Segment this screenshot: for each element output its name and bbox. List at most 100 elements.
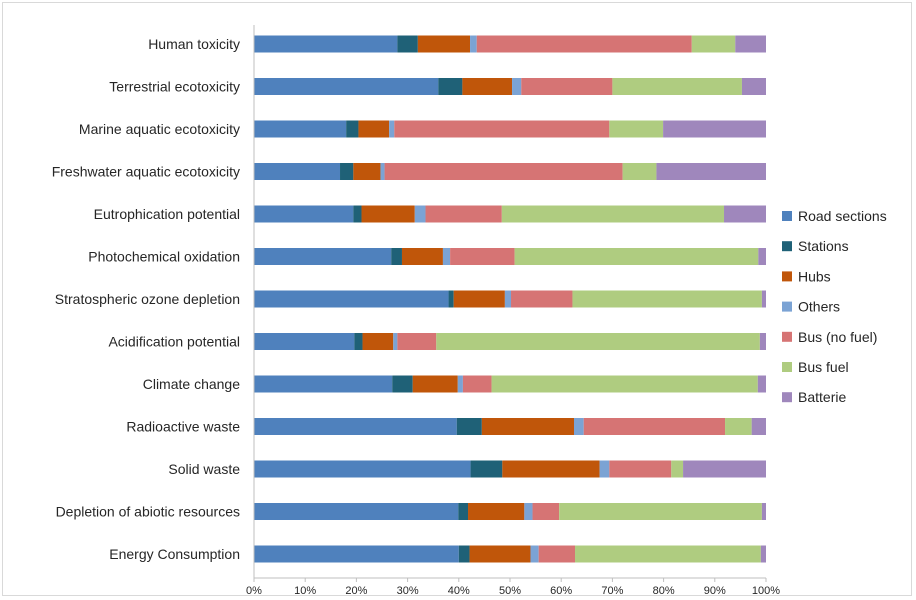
- bar-segment-others-0: [470, 35, 477, 53]
- bar-segment-others-10: [599, 460, 610, 478]
- bar-segment-hubs-9: [481, 418, 574, 435]
- bar-segment-bus-no-fuel-0: [476, 35, 692, 53]
- bar-segment-batterie-9: [751, 418, 766, 435]
- bar-segment-bus-no-fuel-2: [394, 120, 610, 138]
- bar-segment-road-sections-1: [254, 78, 439, 95]
- bar-segment-stations-5: [391, 248, 402, 265]
- legend-swatch: [782, 271, 792, 282]
- bar-segment-hubs-2: [358, 120, 390, 138]
- bar-segment-road-sections-10: [254, 460, 471, 478]
- legend-swatch: [782, 301, 792, 312]
- bar-segment-hubs-11: [468, 503, 525, 520]
- bar-segment-bus-no-fuel-11: [532, 503, 560, 520]
- bar-segment-hubs-6: [453, 290, 505, 308]
- bar-segment-hubs-7: [362, 333, 394, 350]
- category-label: Human toxicity: [148, 36, 240, 52]
- bar-segment-bus-no-fuel-12: [538, 545, 576, 563]
- bar-segment-bus-fuel-8: [491, 375, 758, 393]
- bar-segment-hubs-12: [469, 545, 531, 563]
- bar-segment-others-2: [389, 120, 395, 138]
- x-tick-label: 0%: [246, 585, 262, 597]
- category-label: Acidification potential: [108, 334, 240, 350]
- bar-segment-others-8: [457, 375, 463, 393]
- legend-swatch: [782, 211, 792, 221]
- bar-segment-batterie-0: [735, 35, 766, 53]
- bar-segment-batterie-1: [741, 78, 766, 95]
- bar-segment-road-sections-6: [254, 290, 449, 308]
- x-axis: 0% 10% 20% 30% 40% 50% 60% 70% 80% 90% 100%: [246, 578, 780, 597]
- bar-segment-stations-9: [456, 418, 482, 435]
- bar-segment-batterie-12: [760, 545, 766, 563]
- legend-label: Hubs: [798, 268, 831, 284]
- bar-segment-road-sections-11: [254, 503, 459, 520]
- category-label: Eutrophication potential: [94, 206, 240, 222]
- bar-segment-road-sections-3: [254, 163, 341, 180]
- legend-label: Bus (no fuel): [798, 329, 877, 345]
- bar-segment-hubs-1: [462, 78, 513, 95]
- bar-segment-road-sections-0: [254, 35, 398, 53]
- x-tick-label: 90%: [704, 585, 726, 597]
- category-axis: Human toxicity Terrestrial ecotoxicity Mar…: [52, 36, 241, 562]
- category-label: Energy Consumption: [109, 546, 240, 562]
- bar-segment-others-7: [393, 333, 398, 350]
- bar-segment-others-6: [504, 290, 512, 308]
- bar-segment-bus-no-fuel-9: [583, 418, 726, 435]
- bar-segment-hubs-0: [417, 35, 471, 53]
- bar-segment-batterie-3: [656, 163, 766, 180]
- category-label: Radioactive waste: [126, 419, 240, 435]
- bar-segment-others-3: [380, 163, 385, 180]
- legend-swatch: [782, 362, 792, 372]
- legend-swatch: [782, 331, 792, 342]
- bar-segment-road-sections-4: [254, 205, 354, 223]
- category-label: Freshwater aquatic ecotoxicity: [52, 164, 240, 180]
- x-tick-label: 10%: [294, 585, 316, 597]
- bar-segment-road-sections-9: [254, 418, 457, 435]
- bar-segment-stations-10: [470, 460, 503, 478]
- legend-label: Bus fuel: [798, 359, 849, 375]
- bar-segment-stations-4: [353, 205, 362, 223]
- bar-segment-batterie-10: [683, 460, 766, 478]
- bar-segment-batterie-5: [758, 248, 766, 265]
- x-tick-label: 20%: [345, 585, 367, 597]
- bars-group: [254, 35, 766, 563]
- bar-segment-hubs-3: [353, 163, 381, 180]
- bar-segment-stations-8: [392, 375, 413, 393]
- bar-segment-batterie-11: [761, 503, 766, 520]
- bar-segment-bus-no-fuel-5: [450, 248, 515, 265]
- bar-segment-bus-fuel-11: [559, 503, 762, 520]
- bar-segment-stations-11: [458, 503, 469, 520]
- legend-swatch: [782, 392, 792, 403]
- bar-segment-bus-fuel-5: [514, 248, 759, 265]
- bar-segment-bus-fuel-2: [609, 120, 664, 138]
- bar-segment-batterie-6: [761, 290, 766, 308]
- bar-segment-bus-no-fuel-6: [511, 290, 573, 308]
- category-label: Photochemical oxidation: [88, 249, 240, 265]
- x-tick-label: 40%: [448, 585, 470, 597]
- bar-segment-bus-fuel-4: [501, 205, 725, 223]
- bar-segment-hubs-4: [361, 205, 415, 223]
- bar-segment-hubs-10: [502, 460, 600, 478]
- bar-segment-batterie-8: [757, 375, 766, 393]
- bar-segment-road-sections-7: [254, 333, 355, 350]
- x-tick-label: 30%: [397, 585, 419, 597]
- x-tick-label: 80%: [653, 585, 675, 597]
- x-tick-label: 100%: [752, 585, 780, 597]
- bar-segment-stations-7: [354, 333, 363, 350]
- bar-segment-bus-fuel-9: [725, 418, 752, 435]
- legend-label: Batterie: [798, 389, 846, 405]
- bar-segment-stations-2: [346, 120, 359, 138]
- bar-segment-bus-no-fuel-8: [462, 375, 492, 393]
- bar-segment-stations-1: [438, 78, 463, 95]
- bar-segment-bus-fuel-6: [572, 290, 762, 308]
- legend: Road sections Stations Hubs Others Bus (no f…: [782, 208, 887, 405]
- stacked-bar-chart: 0% 10% 20% 30% 40% 50% 60% 70% 80% 90% 100% Human …: [52, 25, 887, 597]
- bar-segment-batterie-7: [759, 333, 766, 350]
- bar-segment-bus-no-fuel-1: [521, 78, 613, 95]
- bar-segment-batterie-2: [663, 120, 766, 138]
- bar-segment-bus-fuel-3: [622, 163, 657, 180]
- bar-segment-stations-12: [458, 545, 470, 563]
- bar-segment-stations-0: [397, 35, 418, 53]
- bar-segment-bus-no-fuel-4: [425, 205, 502, 223]
- x-tick-label: 70%: [601, 585, 623, 597]
